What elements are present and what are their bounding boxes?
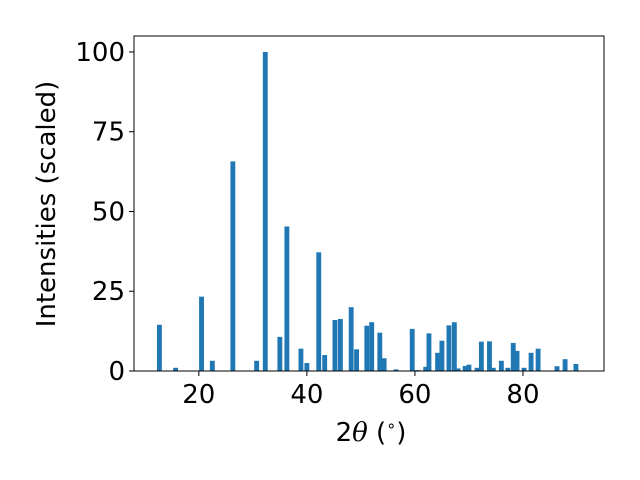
bar [514,350,520,371]
bar [498,360,504,371]
bar [462,365,468,371]
bar [381,358,387,371]
bar [554,366,560,371]
bar [455,368,461,371]
bar [284,226,290,371]
x-tick-label: 40 [290,380,323,410]
bar [199,296,204,371]
bar [364,325,370,371]
bar [528,352,534,371]
y-tick-label: 100 [75,38,125,68]
bar [209,360,215,371]
y-tick-label: 25 [92,277,125,307]
bar [298,348,304,371]
bar [505,367,511,371]
bar [535,348,541,371]
bar [348,307,354,371]
bar [562,359,568,371]
bar [409,328,415,371]
bar [446,325,452,371]
bar [439,340,445,371]
bar [521,367,527,371]
bar [332,319,338,371]
bar-series [156,51,579,371]
bar [254,360,260,371]
bar [369,322,375,371]
bar [173,367,179,371]
bar [423,366,429,371]
x-tick-label: 60 [398,380,431,410]
bar [354,349,359,371]
bar [573,363,579,371]
bar [393,369,399,371]
y-tick-label: 50 [92,197,125,227]
y-axis-label: Intensities (scaled) [32,81,62,328]
bar [304,363,310,371]
bar [156,324,162,371]
bar [316,252,322,371]
bar [322,355,328,371]
y-tick-label: 0 [108,357,125,387]
bar [510,342,516,371]
bar [487,341,492,371]
bar [474,367,480,371]
y-axis-ticks: 0 25 50 75 100 [75,38,134,387]
y-tick-label: 75 [92,118,125,148]
bar [377,332,383,371]
bar [426,333,432,371]
bar [337,319,343,371]
bar [490,367,496,371]
bar [435,352,441,371]
bar [262,51,268,371]
x-axis-ticks: 20 40 60 80 [182,371,540,410]
bar [478,341,484,371]
bar [230,161,236,371]
bar [277,336,283,371]
x-tick-label: 80 [506,380,539,410]
bar [451,322,457,371]
bar [466,364,472,371]
x-tick-label: 20 [182,380,215,410]
x-axis-label: 2θ (∘) [336,416,407,448]
plot-frame [133,35,605,372]
